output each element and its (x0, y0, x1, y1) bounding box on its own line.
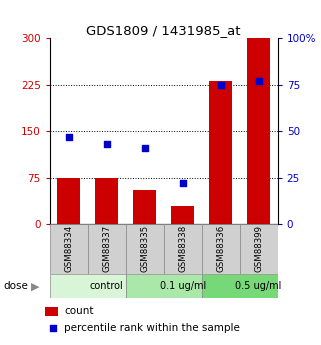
Bar (88, 224, 126, 274)
Bar (202, 224, 240, 274)
Bar (202, 274, 278, 298)
Bar (247, 38, 270, 224)
Bar (50, 274, 126, 298)
Bar (126, 274, 202, 298)
Point (66, 134, 71, 139)
Bar (95, 178, 118, 224)
Text: percentile rank within the sample: percentile rank within the sample (64, 324, 240, 333)
Bar (240, 224, 278, 274)
Point (142, 145, 147, 151)
Text: GSM88334: GSM88334 (64, 225, 73, 272)
Point (256, 78, 261, 83)
Text: GSM88335: GSM88335 (140, 225, 149, 272)
Text: GSM88336: GSM88336 (216, 225, 225, 272)
Point (218, 82, 223, 87)
Point (50, 326, 56, 331)
Title: GDS1809 / 1431985_at: GDS1809 / 1431985_at (86, 24, 241, 37)
Text: dose: dose (3, 282, 28, 291)
Bar (126, 224, 164, 274)
Point (104, 141, 109, 147)
Text: count: count (64, 306, 94, 316)
Text: GSM88399: GSM88399 (254, 225, 263, 272)
Text: control: control (90, 282, 124, 291)
Bar (57, 178, 80, 224)
Text: 0.5 ug/ml: 0.5 ug/ml (236, 282, 282, 291)
Bar (133, 190, 156, 224)
Text: GSM88338: GSM88338 (178, 225, 187, 272)
Point (180, 180, 185, 186)
Text: GSM88337: GSM88337 (102, 225, 111, 272)
Text: ▶: ▶ (30, 282, 39, 291)
Bar (50, 224, 88, 274)
Text: 0.1 ug/ml: 0.1 ug/ml (160, 282, 206, 291)
Bar (209, 81, 232, 224)
Bar (171, 206, 194, 224)
Bar (164, 224, 202, 274)
